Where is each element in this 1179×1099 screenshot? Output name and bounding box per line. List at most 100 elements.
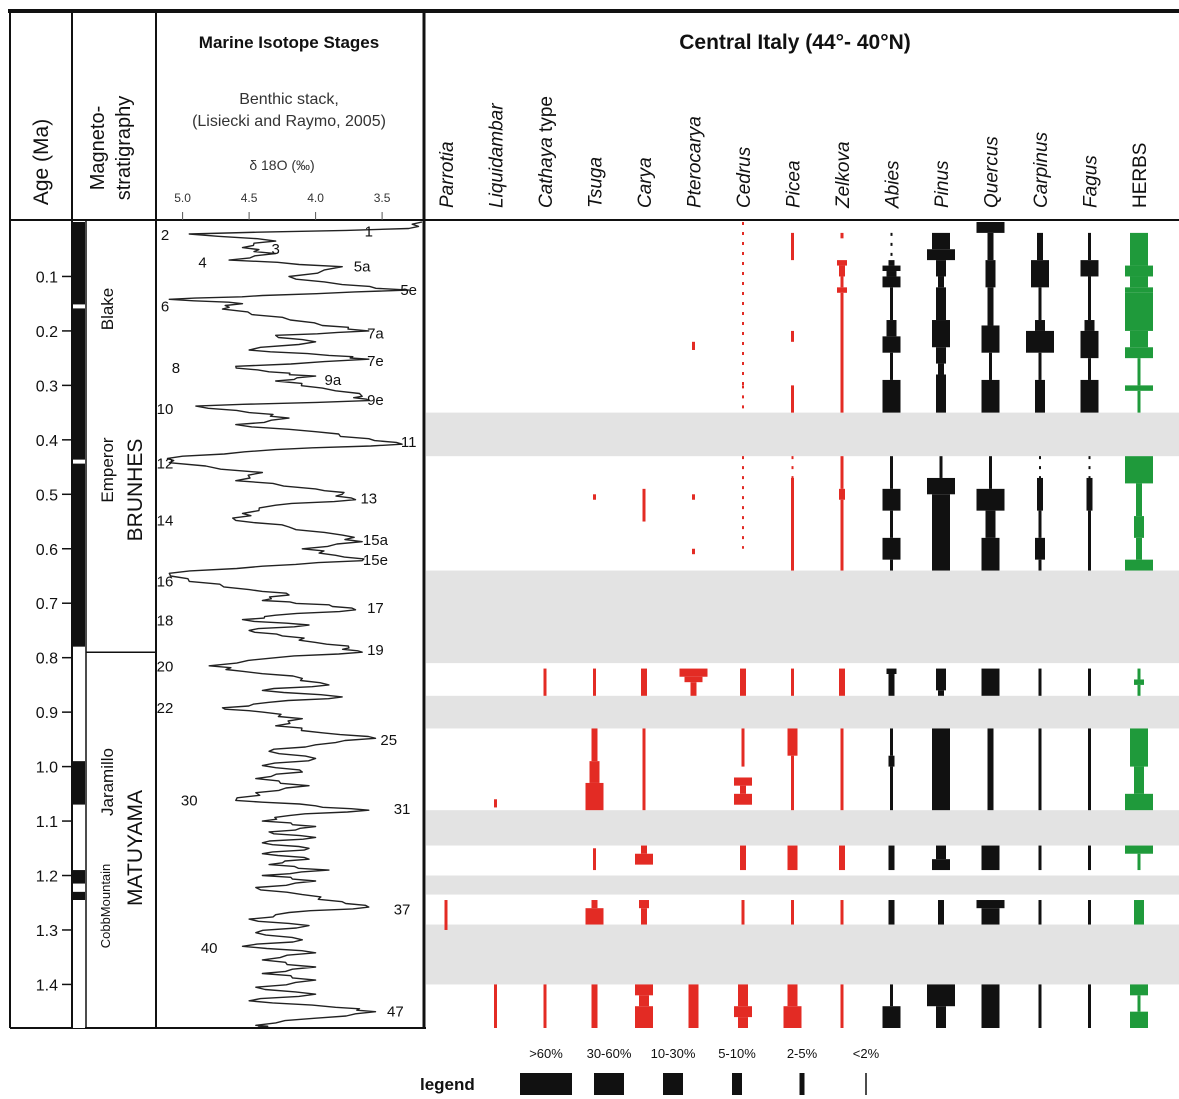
age-tick-label-2: 0.3: [36, 378, 58, 395]
bar-11: [882, 488, 901, 511]
taxon-column-fagus: [1080, 232, 1099, 1028]
bar-19: [890, 766, 893, 811]
bar-5: [1038, 352, 1042, 380]
age-tick-label-8: 0.9: [36, 705, 58, 722]
bar-19: [1134, 766, 1144, 794]
bar-1: [837, 260, 847, 266]
bar-5: [734, 777, 752, 786]
taxa-bars-layer: [444, 222, 1153, 1028]
bar-9: [1038, 510, 1042, 538]
bar-0: [494, 799, 497, 808]
bar-6: [740, 785, 746, 794]
bar-16: [888, 674, 895, 696]
mis-label-30: 30: [181, 792, 198, 809]
mis-label-18: 18: [157, 613, 174, 630]
bar-4: [1080, 330, 1099, 359]
mis-label-31: 31: [394, 801, 411, 818]
bar-2: [1038, 287, 1042, 321]
magneto-title-line2: stratigraphy: [113, 96, 135, 201]
mis-label-47: 47: [387, 1004, 404, 1021]
bar-13: [1038, 728, 1042, 811]
bar-9: [635, 1006, 653, 1028]
bar-9: [939, 456, 943, 478]
bar-1: [987, 232, 994, 261]
bar-3: [840, 276, 844, 288]
bar-2: [882, 265, 901, 272]
mis-axis-label: δ 18O (‰): [249, 157, 314, 173]
bar-8: [936, 374, 946, 413]
bar-3: [1125, 287, 1153, 293]
bar-13: [981, 845, 1000, 871]
bar-3: [886, 271, 897, 277]
bar-8: [591, 984, 598, 1028]
bar-1: [927, 249, 955, 261]
legend-label-0: >60%: [529, 1046, 563, 1061]
bar-12: [738, 1017, 748, 1028]
legend-swatch-5: [865, 1073, 867, 1095]
bar-23: [1134, 900, 1144, 925]
bar-0: [444, 900, 448, 930]
bar-2: [839, 265, 845, 277]
bar-4: [791, 477, 794, 571]
bar-0: [543, 668, 547, 696]
bar-13: [840, 984, 844, 1028]
taxon-name-carpinus: Carpinus: [1031, 131, 1052, 208]
bar-7: [839, 488, 845, 500]
generated-text-layer: 0.1 0.2 0.3 0.4 0.5 0.6 0.7 0.8 0.9 1.0 1.1 1.2 1.3 1…: [36, 96, 1151, 1021]
bar-15: [886, 668, 897, 675]
bar-16: [932, 859, 950, 871]
taxon-column-carpinus: [1026, 232, 1054, 1028]
bar-15: [936, 845, 946, 860]
bar-1: [1080, 260, 1099, 277]
bar-20: [1125, 793, 1153, 811]
bar-7: [734, 793, 752, 805]
bar-6: [688, 984, 699, 1028]
age-tick-label-9: 1.0: [36, 760, 58, 777]
bar-12: [1038, 668, 1042, 696]
mis-label-37: 37: [394, 901, 411, 918]
bar-1: [641, 668, 647, 696]
d18o-tick-label-3: 3.5: [374, 191, 391, 205]
bar-7: [791, 755, 794, 811]
taxon-name-cathaya-type: Cathaya type: [536, 96, 557, 208]
mis-label-13: 13: [360, 491, 377, 508]
bar-1: [692, 494, 695, 500]
bar-10: [1125, 456, 1153, 484]
bar-7: [989, 456, 992, 489]
bar-14: [1038, 845, 1042, 871]
bar-0: [1130, 232, 1148, 266]
bar-13: [1136, 537, 1142, 560]
bar-4: [936, 287, 946, 321]
polarity-block-2: [73, 761, 85, 805]
bar-0: [593, 494, 596, 500]
legend-title: legend: [420, 1075, 475, 1094]
bar-5: [593, 848, 596, 871]
polarity-excursion-0: [73, 304, 85, 309]
bar-1: [543, 984, 547, 1028]
frame-layer: [8, 9, 1179, 1029]
bar-17: [938, 900, 944, 925]
mis-label-12: 12: [157, 455, 174, 472]
bar-3: [679, 668, 708, 677]
bar-4: [1125, 292, 1153, 331]
taxon-column-carya: [635, 488, 653, 1028]
bar-23: [882, 1006, 901, 1028]
taxon-column-herbs: [1125, 232, 1153, 1028]
taxon-column-picea: [783, 232, 802, 1028]
bar-18: [927, 984, 955, 1007]
bar-15: [1038, 900, 1042, 925]
d18o-tick-label-1: 4.5: [241, 191, 258, 205]
polarity-block-7: [73, 900, 85, 1028]
bar-16: [981, 984, 1000, 1028]
bar-5: [639, 900, 649, 909]
bar-13: [1088, 900, 1091, 925]
bar-16: [1134, 679, 1144, 685]
taxon-name-zelkova: Zelkova: [833, 141, 854, 209]
bar-0: [976, 222, 1005, 233]
bar-17: [1137, 684, 1141, 696]
bar-0: [1037, 232, 1043, 261]
mis-label-22: 22: [157, 700, 174, 717]
bar-22: [890, 984, 893, 1007]
legend-layer: >60% 30-60% 10-30% 5-10% 2-5% <2%: [520, 1046, 880, 1095]
bar-25: [1137, 995, 1141, 1012]
